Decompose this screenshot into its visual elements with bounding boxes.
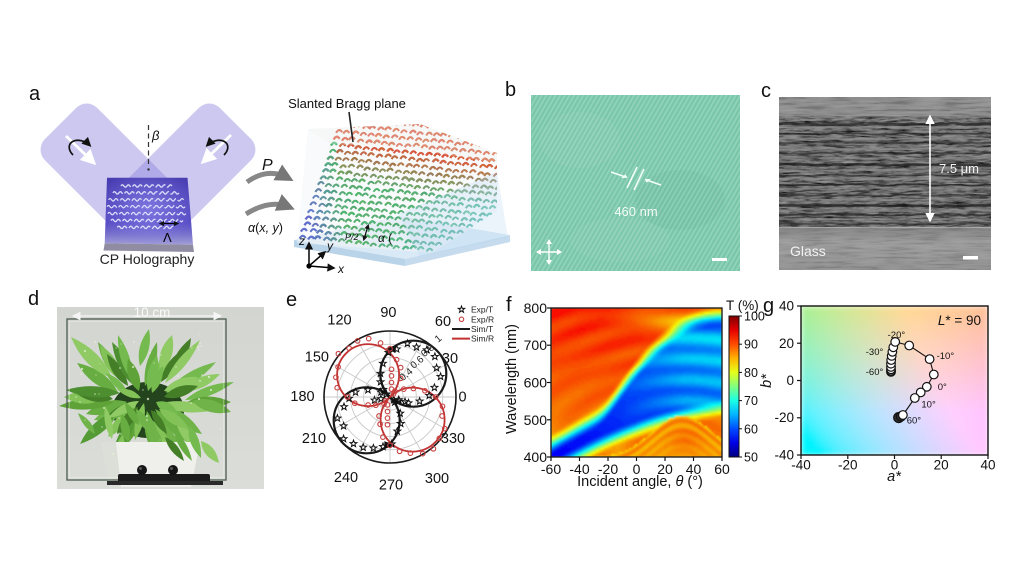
svg-text:β: β [151, 128, 160, 143]
svg-text:-40: -40 [569, 461, 589, 477]
svg-text:f: f [506, 294, 512, 316]
svg-text:800: 800 [524, 300, 548, 316]
svg-text:Exp/T: Exp/T [471, 305, 493, 315]
svg-text:α (: α ( [378, 231, 392, 245]
svg-text:Slanted Bragg plane: Slanted Bragg plane [288, 96, 406, 111]
svg-text:Sim/R: Sim/R [471, 334, 494, 344]
svg-text:α(x, y): α(x, y) [248, 221, 283, 235]
svg-text:Λ: Λ [163, 230, 172, 245]
svg-text:90: 90 [380, 305, 396, 321]
svg-text:120: 120 [327, 313, 351, 329]
svg-text:c: c [761, 80, 771, 102]
svg-text:Incident angle, θ (°): Incident angle, θ (°) [577, 474, 703, 490]
svg-text:700: 700 [524, 337, 548, 353]
svg-text:Exp/R: Exp/R [471, 314, 494, 324]
svg-text:300: 300 [425, 471, 449, 487]
svg-text:P/2: P/2 [345, 232, 359, 242]
svg-text:90: 90 [744, 338, 758, 352]
svg-text:-60°: -60° [866, 367, 884, 378]
svg-text:z: z [298, 234, 305, 248]
svg-text:-20: -20 [774, 410, 794, 425]
svg-text:-20: -20 [598, 461, 618, 477]
svg-text:Glass: Glass [790, 243, 826, 259]
svg-text:b: b [505, 79, 516, 101]
svg-text:40: 40 [980, 458, 995, 473]
svg-text:330: 330 [441, 431, 465, 447]
svg-text:400: 400 [524, 449, 548, 465]
svg-text:a*: a* [887, 469, 902, 485]
svg-text:20: 20 [657, 461, 673, 477]
svg-text:150: 150 [305, 349, 329, 365]
svg-text:60: 60 [744, 422, 758, 436]
svg-text:-10°: -10° [937, 351, 955, 362]
svg-text:L* = 90: L* = 90 [938, 313, 981, 328]
svg-text:-30°: -30° [866, 347, 884, 358]
svg-text:40: 40 [686, 461, 702, 477]
svg-text:1: 1 [433, 333, 445, 345]
svg-text:60°: 60° [907, 416, 922, 427]
svg-text:180: 180 [290, 389, 314, 405]
svg-text:40: 40 [779, 299, 794, 314]
svg-text:60: 60 [714, 461, 730, 477]
svg-text:20: 20 [779, 336, 794, 351]
svg-text:60: 60 [435, 314, 451, 330]
svg-text:-40: -40 [774, 448, 794, 463]
svg-text:0°: 0° [938, 382, 947, 393]
svg-text:500: 500 [524, 412, 548, 428]
svg-text:100: 100 [744, 310, 765, 324]
svg-text:70: 70 [744, 394, 758, 408]
svg-text:-20°: -20° [888, 330, 906, 341]
svg-text:270: 270 [379, 478, 403, 494]
svg-text:-60: -60 [541, 461, 561, 477]
svg-text:10°: 10° [921, 400, 936, 411]
svg-text:Wavelength (nm): Wavelength (nm) [504, 324, 520, 434]
svg-text:-40: -40 [791, 458, 811, 473]
svg-text:e: e [286, 289, 297, 311]
svg-text:0: 0 [458, 389, 466, 405]
svg-text:210: 210 [302, 431, 326, 447]
svg-text:a: a [29, 83, 41, 105]
svg-text:50: 50 [744, 451, 758, 465]
svg-text:y: y [326, 239, 334, 253]
svg-text:g: g [763, 295, 774, 317]
svg-text:10 cm: 10 cm [134, 305, 171, 320]
svg-text:30: 30 [442, 351, 458, 367]
svg-text:P: P [262, 157, 273, 174]
svg-text:-20: -20 [838, 458, 858, 473]
svg-text:0: 0 [786, 373, 794, 388]
svg-text:600: 600 [524, 375, 548, 391]
svg-text:Sim/T: Sim/T [471, 324, 493, 334]
svg-text:0: 0 [633, 461, 641, 477]
svg-text:460 nm: 460 nm [614, 204, 657, 219]
svg-text:0: 0 [891, 458, 899, 473]
svg-text:b*: b* [759, 373, 775, 388]
svg-text:x: x [337, 262, 345, 276]
svg-text:80: 80 [744, 366, 758, 380]
svg-text:20: 20 [934, 458, 949, 473]
svg-text:7.5 μm: 7.5 μm [939, 161, 979, 176]
svg-text:240: 240 [334, 470, 358, 486]
svg-text:T (%): T (%) [726, 298, 759, 313]
svg-text:d: d [28, 288, 39, 310]
svg-text:CP Holography: CP Holography [100, 251, 195, 267]
